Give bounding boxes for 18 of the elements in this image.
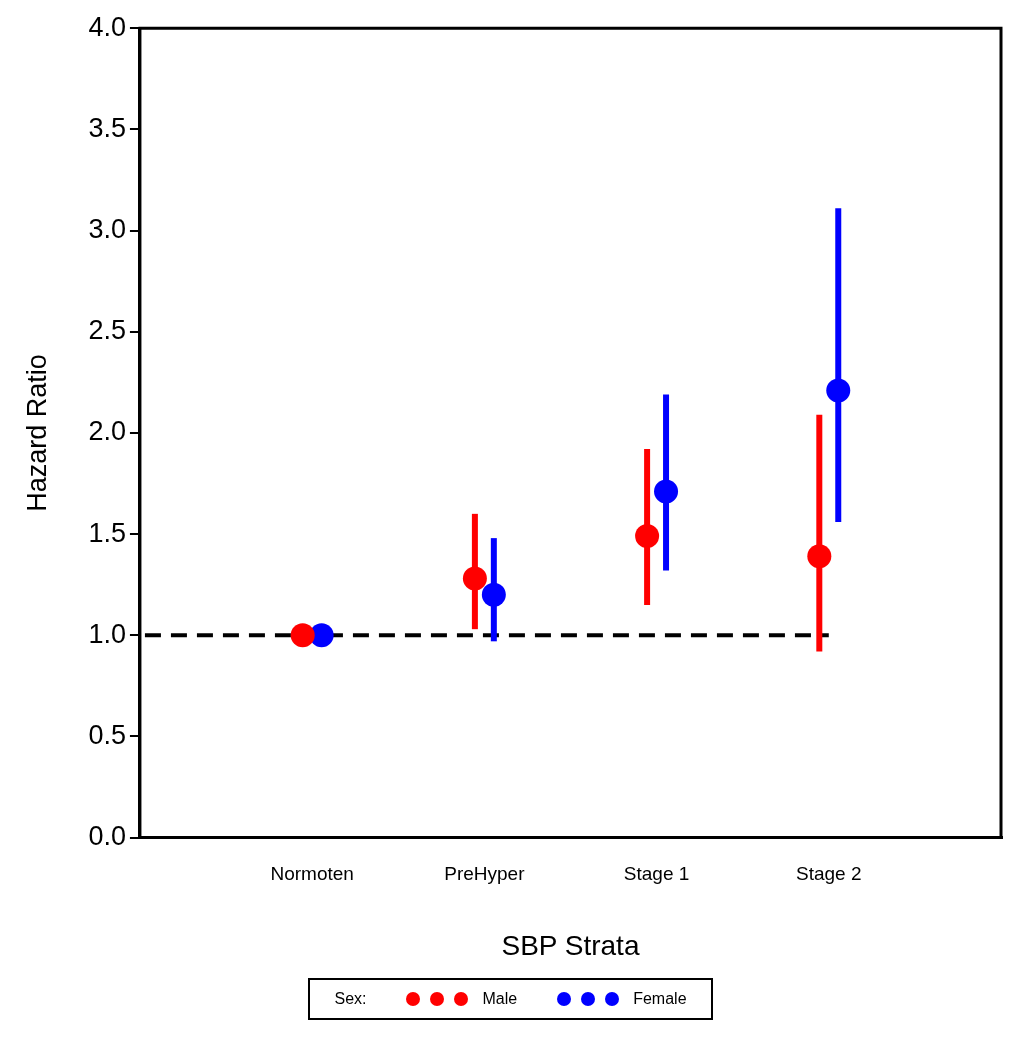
- y-tick-label: 3.0: [88, 214, 126, 244]
- x-tick-label: PreHyper: [444, 863, 526, 885]
- legend-label: Male: [482, 990, 518, 1008]
- y-tick-label: 1.0: [88, 618, 126, 649]
- y-tick-label: 4.0: [88, 11, 126, 42]
- x-tick-label: Stage 1: [623, 863, 690, 885]
- y-tick-label: 2.5: [88, 315, 126, 346]
- legend-label: Female: [633, 990, 687, 1008]
- y-tick-label: 0.5: [88, 719, 126, 750]
- y-axis-title: Hazard Ratio: [21, 354, 52, 512]
- x-axis-title: SBP Strata: [501, 929, 640, 961]
- y-tick-label: 0.0: [88, 821, 126, 852]
- y-tick-label: 1.5: [88, 517, 126, 548]
- y-tick-label: 2.0: [88, 416, 126, 447]
- x-tick-label: Normoten: [270, 863, 354, 885]
- x-tick-label: Stage 2: [796, 863, 862, 885]
- y-tick-label: 3.5: [88, 112, 126, 143]
- legend-title: Sex:: [334, 990, 367, 1008]
